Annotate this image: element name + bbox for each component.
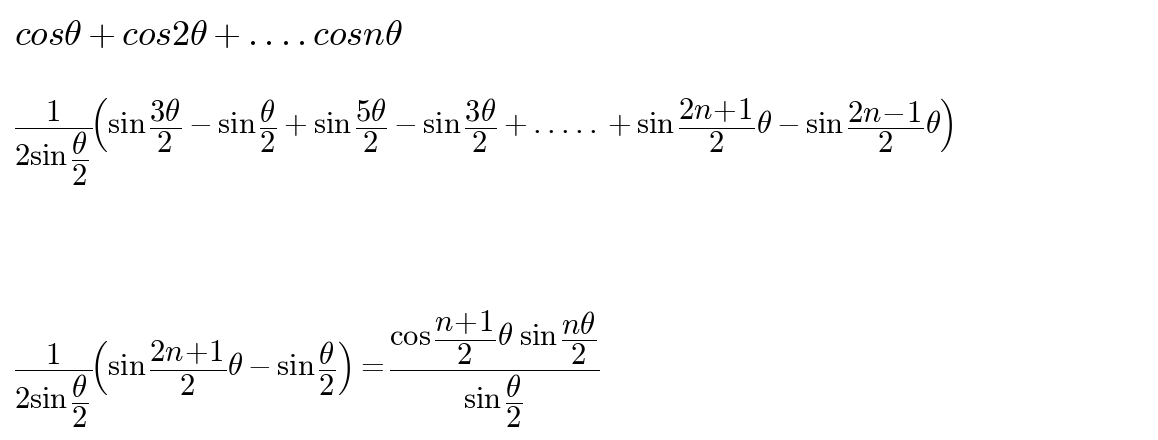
Text: $\dfrac{1}{2\sin\dfrac{\theta}{2}}\!\left(\sin\dfrac{3\theta}{2}-\sin\dfrac{\the: $\dfrac{1}{2\sin\dfrac{\theta}{2}}\!\lef… [14, 97, 954, 188]
Text: $\dfrac{1}{2\sin\dfrac{\theta}{2}}\!\left(\sin\dfrac{2n\!+\!1}{2}\theta-\sin\dfr: $\dfrac{1}{2\sin\dfrac{\theta}{2}}\!\lef… [14, 308, 600, 429]
Text: $\mathit{cos\theta+cos2\theta+....cosn\theta}$: $\mathit{cos\theta+cos2\theta+....cosn\t… [14, 18, 403, 51]
